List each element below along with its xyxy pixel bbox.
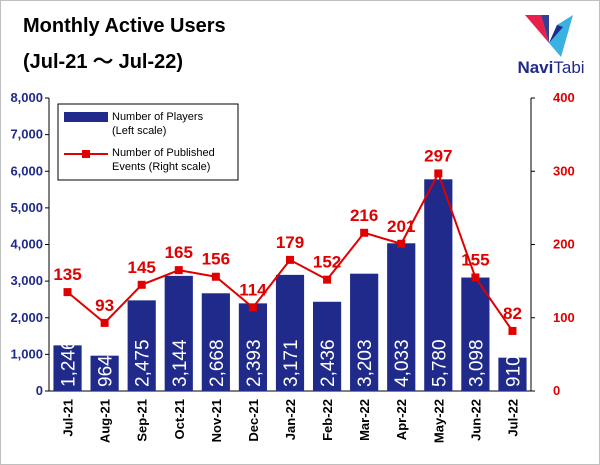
player-bar — [312, 301, 342, 391]
left-axis-tick-label: 4,000 — [10, 237, 43, 252]
x-axis-category-label: Mar-22 — [357, 399, 372, 441]
left-axis-tick-label: 0 — [36, 383, 43, 398]
events-point-label: 152 — [313, 253, 341, 272]
player-bar-label: 1,246 — [59, 339, 80, 387]
player-bar — [127, 300, 156, 391]
events-point — [434, 169, 443, 178]
player-bar-label: 964 — [96, 355, 117, 387]
x-axis-category-label: May-22 — [431, 399, 446, 443]
events-point — [360, 228, 369, 237]
legend-sublabel-players: (Left scale) — [112, 125, 166, 137]
legend-sublabel-events: Events (Right scale) — [112, 161, 210, 173]
left-axis-tick-label: 7,000 — [10, 127, 43, 142]
right-axis-tick-label: 200 — [553, 237, 575, 252]
events-point — [508, 326, 517, 335]
player-bar — [424, 179, 453, 391]
left-axis-tick-label: 5,000 — [10, 200, 43, 215]
legend-swatch-players — [64, 112, 108, 122]
events-point — [471, 273, 480, 282]
events-point-label: 179 — [276, 233, 304, 252]
x-axis-category-label: Jan-22 — [283, 399, 298, 440]
player-bar — [461, 277, 490, 391]
events-point — [323, 275, 332, 284]
player-bar — [498, 357, 527, 391]
player-bar — [201, 293, 230, 391]
events-point — [174, 266, 183, 275]
player-bar-label: 2,668 — [207, 339, 228, 387]
events-point-label: 93 — [95, 296, 114, 315]
player-bar — [90, 355, 119, 391]
logo-wordmark-tabi: Tabi — [553, 58, 585, 77]
events-point — [100, 318, 109, 327]
events-point — [248, 303, 257, 312]
chart-subtitle: (Jul-21 ～ Jul-22) — [23, 51, 184, 73]
right-axis-tick-label: 100 — [553, 310, 575, 325]
x-axis-category-label: Dec-21 — [246, 399, 261, 442]
events-point-label: 156 — [202, 250, 230, 269]
navitabi-logo-icon — [525, 15, 573, 57]
left-axis-tick-label: 3,000 — [10, 273, 43, 288]
player-bar-label: 5,780 — [429, 339, 450, 387]
player-bar-label: 2,475 — [133, 339, 154, 387]
left-axis-tick-label: 6,000 — [10, 163, 43, 178]
player-bar-label: 4,033 — [392, 339, 413, 387]
player-bar — [164, 275, 193, 391]
logo-wordmark-navi: Navi — [517, 58, 554, 77]
legend-label-players: Number of Players — [112, 111, 204, 123]
player-bar — [275, 274, 305, 391]
logo-wordmark: NaviTabi — [503, 58, 599, 78]
legend-swatch-events-marker — [82, 150, 90, 158]
left-axis-tick-label: 2,000 — [10, 310, 43, 325]
x-axis-category-label: Sep-21 — [135, 399, 150, 442]
player-bar — [238, 303, 268, 391]
player-bar-label: 3,144 — [170, 339, 191, 387]
events-point-label: 216 — [350, 206, 378, 225]
player-bar — [53, 345, 82, 391]
events-point — [137, 280, 146, 289]
x-axis-category-label: Aug-21 — [98, 399, 113, 443]
player-bar-label: 2,436 — [318, 339, 339, 387]
events-point — [63, 288, 72, 297]
events-point-label: 165 — [165, 243, 193, 262]
player-bar-label: 3,098 — [466, 339, 487, 387]
player-bar — [350, 273, 379, 391]
x-axis-category-label: Oct-21 — [172, 399, 187, 439]
x-axis-category-label: Jul-22 — [505, 399, 520, 437]
events-point-label: 297 — [424, 146, 452, 165]
right-axis-tick-label: 0 — [553, 383, 560, 398]
right-axis-tick-label: 300 — [553, 163, 575, 178]
x-axis-category-label: Nov-21 — [209, 399, 224, 442]
player-bar-label: 3,203 — [355, 339, 376, 387]
x-axis-category-label: Jun-22 — [468, 399, 483, 441]
x-axis-category-label: Jul-21 — [61, 399, 76, 437]
x-axis-category-label: Feb-22 — [320, 399, 335, 441]
events-point-label: 135 — [53, 265, 81, 284]
right-axis-tick-label: 400 — [553, 90, 575, 105]
events-point — [286, 255, 294, 264]
events-point-label: 201 — [387, 217, 415, 236]
events-point-label: 155 — [461, 250, 489, 269]
left-axis-tick-label: 1,000 — [10, 346, 43, 361]
events-point — [397, 239, 406, 248]
events-point-label: 114 — [239, 280, 267, 299]
events-point-label: 82 — [503, 304, 522, 323]
player-bar-label: 910 — [503, 355, 524, 387]
events-point — [211, 272, 220, 281]
player-bar-label: 3,171 — [281, 339, 302, 387]
events-point-label: 145 — [128, 258, 156, 277]
left-axis-tick-label: 8,000 — [10, 90, 43, 105]
player-bar-label: 2,393 — [244, 339, 265, 387]
legend-label-events: Number of Published — [112, 147, 215, 159]
x-axis-category-label: Apr-22 — [394, 399, 409, 440]
chart-title: Monthly Active Users — [23, 15, 226, 37]
player-bar — [387, 243, 416, 391]
